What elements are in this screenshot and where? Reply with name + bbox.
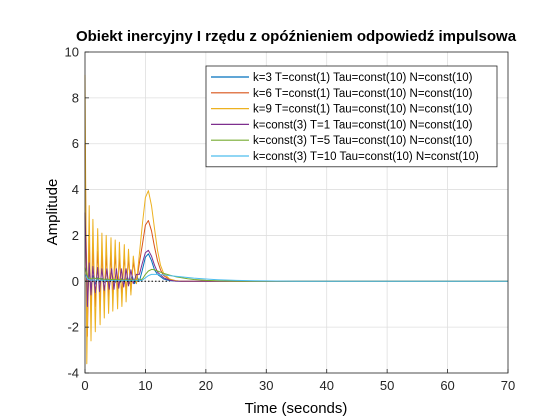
legend-entry: k=6 T=const(1) Tau=const(10) N=const(10)	[253, 88, 473, 100]
x-tick-label: 20	[199, 378, 213, 393]
axis-ticks: 0 10 20 30 40 50 60 70 -4 -2 0 2 4 6 8 10	[65, 45, 516, 394]
series-line-1	[84, 212, 508, 298]
legend-box	[205, 65, 498, 168]
x-tick-label: 50	[380, 378, 394, 393]
series-line-4	[84, 212, 508, 307]
x-tick-label: 30	[259, 378, 273, 393]
y-tick-label: 10	[65, 45, 79, 60]
series-line-3	[84, 74, 508, 365]
chart-title: Obiekt inercyjny I rzędu z opóźnieniem o…	[76, 28, 517, 45]
legend-entry: k=const(3) T=10 Tau=const(10) N=const(10…	[253, 151, 479, 163]
y-axis-label: Amplitude	[44, 179, 61, 246]
series-line-2	[84, 143, 508, 337]
y-tick-label: 8	[72, 90, 79, 105]
x-tick-label: 0	[81, 378, 88, 393]
legend-entry: k=3 T=const(1) Tau=const(10) N=const(10)	[253, 72, 473, 84]
legend: k=3 T=const(1) Tau=const(10) N=const(10)…	[205, 65, 498, 168]
plot-area	[84, 74, 508, 365]
x-axis-label: Time (seconds)	[245, 400, 348, 417]
y-tick-label: 6	[72, 136, 79, 151]
y-tick-label: 0	[72, 274, 79, 289]
y-tick-label: -4	[67, 366, 79, 381]
legend-entry: k=const(3) T=1 Tau=const(10) N=const(10)	[253, 119, 473, 131]
legend-entry: k=const(3) T=5 Tau=const(10) N=const(10)	[253, 135, 473, 147]
series-line-6	[84, 273, 508, 282]
x-tick-label: 70	[501, 378, 515, 393]
series-line-5	[84, 267, 508, 282]
axes-box	[84, 51, 509, 374]
x-tick-label: 40	[319, 378, 333, 393]
y-tick-label: 2	[72, 228, 79, 243]
x-tick-label: 60	[440, 378, 454, 393]
legend-entry: k=9 T=const(1) Tau=const(10) N=const(10)	[253, 104, 473, 116]
y-tick-label: 4	[72, 182, 79, 197]
x-tick-label: 10	[138, 378, 152, 393]
y-tick-label: -2	[67, 320, 79, 335]
